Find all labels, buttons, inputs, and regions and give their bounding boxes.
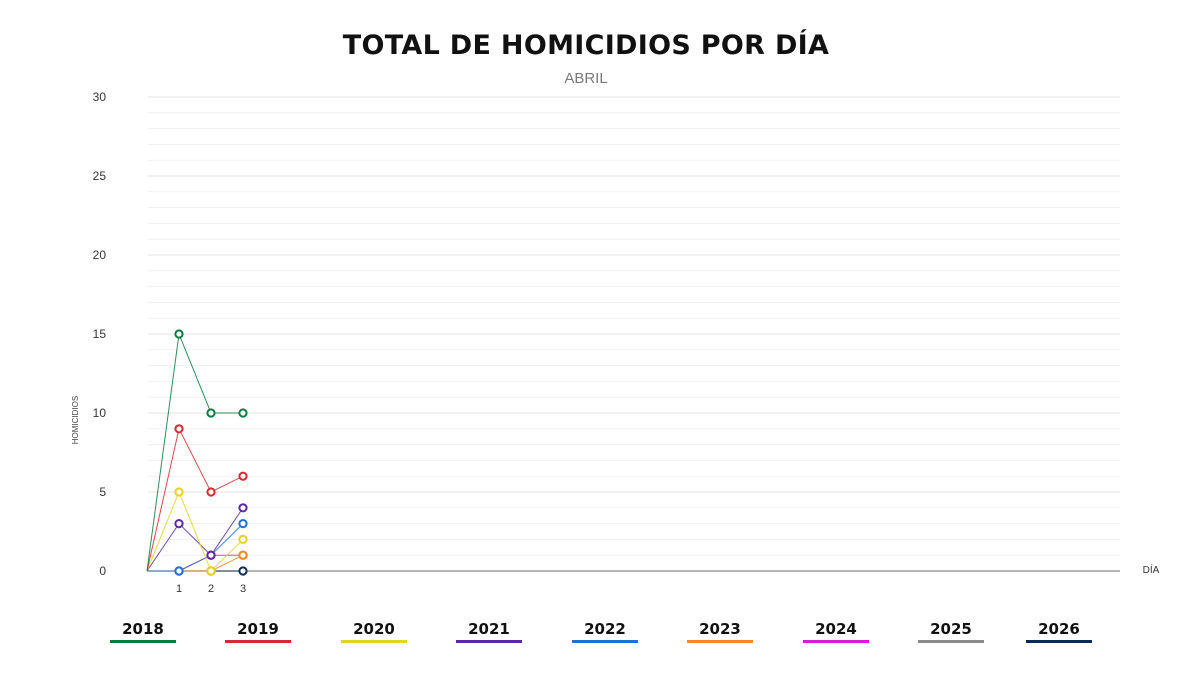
legend-label: 2019 — [237, 620, 279, 638]
data-point-2023 — [238, 550, 248, 560]
x-tick-label: 3 — [240, 583, 246, 595]
legend-label: 2021 — [468, 620, 510, 638]
legend-label: 2026 — [1038, 620, 1080, 638]
data-point-2019 — [174, 424, 184, 434]
y-tick-label: 10 — [93, 406, 107, 420]
legend-item-2022: 2022 — [572, 620, 638, 643]
data-point-2018 — [206, 408, 216, 418]
data-point-2021 — [206, 550, 216, 560]
legend-swatch — [110, 640, 176, 643]
legend-item-2024: 2024 — [803, 620, 869, 643]
x-tick-label: 2 — [208, 583, 214, 595]
x-tick-label: 1 — [176, 583, 182, 595]
legend-item-2026: 2026 — [1026, 620, 1092, 643]
y-tick-label: 20 — [93, 248, 107, 262]
data-point-2020 — [206, 566, 216, 576]
data-point-2020 — [174, 487, 184, 497]
legend-label: 2025 — [930, 620, 972, 638]
legend-item-2025: 2025 — [918, 620, 984, 643]
chart-subtitle: ABRIL — [564, 70, 608, 87]
series-line-2020 — [146, 490, 244, 572]
data-point-2022 — [238, 519, 248, 529]
legend-swatch — [687, 640, 753, 643]
data-point-2021 — [238, 503, 248, 513]
series-line-2019 — [146, 427, 244, 572]
legend-item-2019: 2019 — [225, 620, 291, 643]
data-point-2018 — [174, 329, 184, 339]
y-axis-label: HOMICIDIOS — [71, 396, 80, 444]
y-tick-label: 5 — [99, 485, 106, 499]
data-point-2021 — [174, 519, 184, 529]
y-tick-label: 25 — [93, 169, 107, 183]
y-tick-label: 30 — [93, 90, 107, 104]
legend-label: 2022 — [584, 620, 626, 638]
legend-swatch — [341, 640, 407, 643]
legend-swatch — [1026, 640, 1092, 643]
legend-swatch — [918, 640, 984, 643]
legend-swatch — [225, 640, 291, 643]
legend-item-2018: 2018 — [110, 620, 176, 643]
data-point-2026 — [238, 566, 248, 576]
data-point-2020 — [238, 534, 248, 545]
x-axis-label: DÍA — [1143, 563, 1160, 576]
data-point-2022 — [174, 566, 184, 576]
data-point-2019 — [238, 471, 248, 481]
legend-swatch — [572, 640, 638, 643]
data-point-2019 — [206, 487, 216, 497]
legend-swatch — [803, 640, 869, 643]
legend-label: 2020 — [353, 620, 395, 638]
legend-label: 2023 — [699, 620, 741, 638]
data-point-2018 — [238, 408, 248, 418]
legend-item-2020: 2020 — [341, 620, 407, 643]
legend-label: 2024 — [815, 620, 857, 638]
series-line-2018 — [146, 332, 243, 572]
series-line-2021 — [146, 507, 244, 572]
legend-swatch — [456, 640, 522, 643]
series-line-2022 — [147, 523, 244, 572]
y-tick-label: 0 — [99, 564, 106, 578]
y-tick-label: 15 — [93, 327, 107, 341]
legend-item-2021: 2021 — [456, 620, 522, 643]
legend-item-2023: 2023 — [687, 620, 753, 643]
chart-title: TOTAL DE HOMICIDIOS POR DÍA — [342, 30, 830, 61]
legend-label: 2018 — [122, 620, 164, 638]
